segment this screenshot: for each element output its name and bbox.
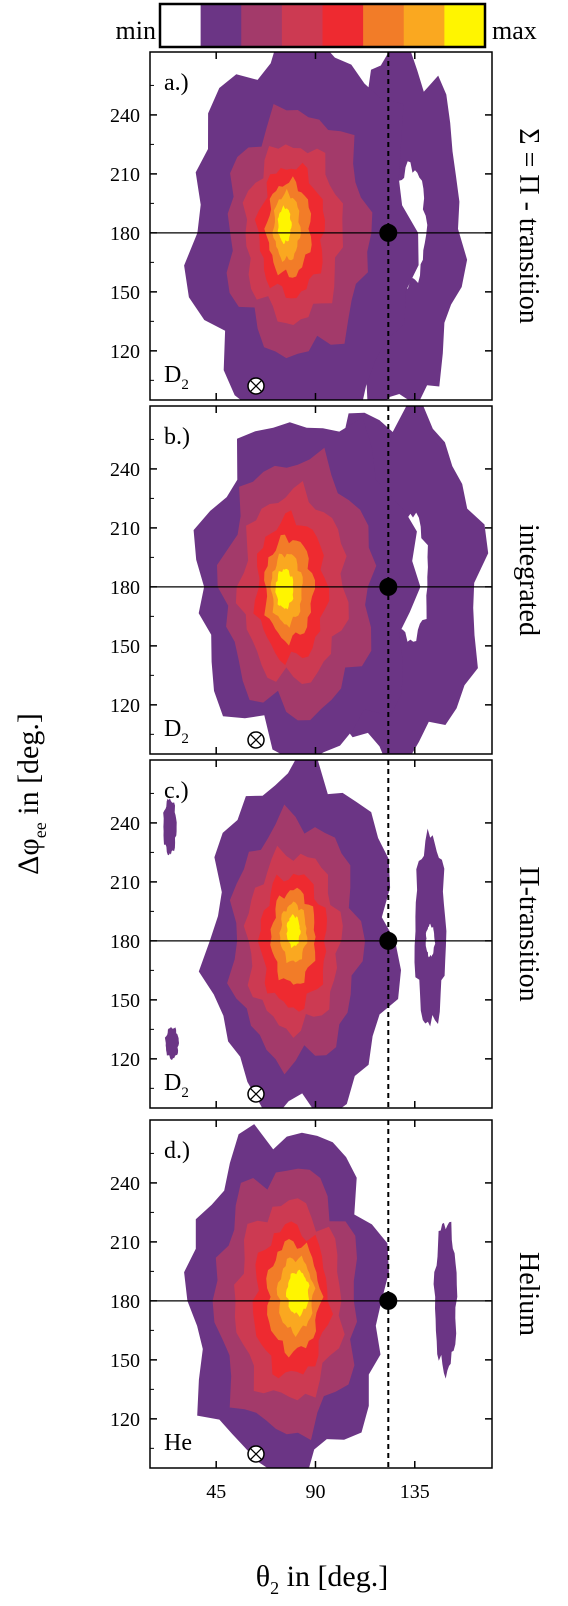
y-tick-label: 210 (110, 1232, 140, 1254)
x-axis-label-rest: in [deg.] (279, 1560, 388, 1593)
colorbar-swatch-0 (160, 4, 202, 47)
target-label-main: He (164, 1430, 192, 1456)
colorbar-swatch-3 (281, 4, 324, 47)
contour-level-7 (275, 568, 294, 610)
colorbar-max-label: max (492, 16, 537, 45)
target-label-subscript: 2 (181, 377, 189, 393)
y-tick-label: 150 (110, 1350, 140, 1372)
y-tick-label: 210 (110, 164, 140, 186)
contour-level-7 (286, 914, 301, 948)
into-page-icon-stroke (249, 733, 263, 747)
marker-point (379, 577, 398, 596)
colorbar-swatch-1 (200, 4, 242, 47)
contour-level-7 (286, 1269, 310, 1317)
target-label-subscript: 2 (181, 731, 189, 747)
y-tick-label: 150 (110, 282, 140, 304)
side-label: Σ = Π - transition (513, 128, 544, 323)
panel-1-plot (150, 52, 492, 400)
panel-frame (149, 1119, 493, 1469)
y-tick-label: 120 (110, 1409, 140, 1431)
contour-level-7 (277, 205, 292, 244)
y-tick-label: 210 (110, 872, 140, 894)
panel-2-plot (150, 406, 492, 754)
panel-frame (149, 759, 493, 1109)
side-label: Helium (513, 1252, 544, 1336)
outer-contour (433, 1221, 458, 1379)
x-tick-labels: 45 90 135 (206, 1481, 430, 1503)
panel-label: b.) (164, 424, 190, 450)
x-tick-label: 135 (400, 1481, 430, 1503)
target-label: D2 (164, 1070, 189, 1101)
y-tick-label: 240 (110, 1173, 140, 1195)
panel-3: 120 150 180 210 240 c.) D2 Π-transition (110, 759, 544, 1109)
colorbar (158, 2, 487, 49)
target-label: D2 (164, 362, 189, 393)
y-tick-label: 180 (110, 931, 140, 953)
panel-2: 120 150 180 210 240 b.) D2 integrated (110, 405, 544, 755)
y-axis-label-main: Δφ (12, 838, 45, 875)
x-axis-label-subscript: 2 (270, 1578, 279, 1598)
y-axis-label-rest: in [deg.] (12, 713, 45, 822)
y-tick-label: 240 (110, 813, 140, 835)
target-label-main: D (164, 716, 181, 742)
into-page-icon-stroke (249, 1087, 263, 1101)
colorbar-swatch-4 (322, 4, 364, 47)
marker-point (379, 931, 398, 950)
y-tick-label: 150 (110, 636, 140, 658)
y-tick-label: 180 (110, 577, 140, 599)
marker-point (379, 1291, 398, 1310)
y-tick-label: 120 (110, 695, 140, 717)
target-label: D2 (164, 716, 189, 747)
target-label: He (164, 1430, 192, 1456)
y-tick-label: 210 (110, 518, 140, 540)
colorbar-swatch-7 (444, 4, 486, 47)
marker-point (379, 223, 398, 242)
panel-3-plot (150, 760, 492, 1108)
panel-label: d.) (164, 1138, 190, 1164)
side-label: integrated (513, 524, 544, 636)
x-tick-label: 45 (206, 1481, 226, 1503)
panel-frame (149, 405, 493, 755)
panel-1: 120 150 180 210 240 a.) D2 Σ = Π - transition (110, 51, 544, 401)
panel-4-plot (150, 1120, 492, 1468)
x-axis-label-main: θ (256, 1560, 270, 1593)
colorbar-swatch-5 (363, 4, 405, 47)
y-tick-label: 120 (110, 341, 140, 363)
y-tick-label: 180 (110, 223, 140, 245)
into-page-icon-stroke (249, 1447, 263, 1461)
target-label-main: D (164, 362, 181, 388)
outer-contour (163, 798, 177, 856)
panel-4: 120 150 180 210 240 d.) He Helium (110, 1119, 544, 1469)
x-axis-label: θ2 in [deg.] (256, 1560, 389, 1598)
x-tick-label: 90 (305, 1481, 325, 1503)
y-tick-label: 120 (110, 1049, 140, 1071)
panel-label: c.) (164, 778, 189, 804)
colorbar-frame (158, 2, 487, 49)
y-tick-label: 240 (110, 459, 140, 481)
colorbar-swatch-2 (241, 4, 283, 47)
colorbar-min-label: min (116, 16, 156, 45)
panel-label: a.) (164, 70, 189, 96)
into-page-icon-stroke (249, 379, 263, 393)
target-label-subscript: 2 (181, 1085, 189, 1101)
y-tick-label: 150 (110, 990, 140, 1012)
colorbar-swatch-6 (403, 4, 445, 47)
side-label: Π-transition (513, 866, 544, 1001)
y-tick-label: 180 (110, 1291, 140, 1313)
y-axis-label: Δφee in [deg.] (12, 713, 50, 875)
panel-frame (149, 51, 493, 401)
y-tick-label: 240 (110, 105, 140, 127)
outer-contour (164, 1026, 179, 1060)
target-label-main: D (164, 1070, 181, 1096)
y-axis-label-subscript: ee (30, 822, 50, 838)
